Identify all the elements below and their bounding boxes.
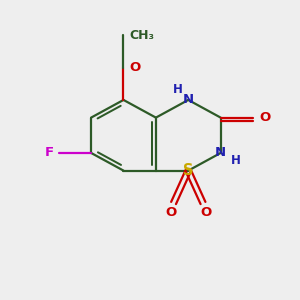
Text: H: H — [230, 154, 240, 167]
Text: O: O — [129, 61, 141, 74]
Text: H: H — [173, 83, 183, 96]
Text: N: N — [215, 146, 226, 159]
Text: F: F — [45, 146, 54, 159]
Text: O: O — [165, 206, 176, 219]
Text: CH₃: CH₃ — [129, 29, 155, 42]
Text: O: O — [259, 111, 270, 124]
Text: N: N — [183, 93, 194, 106]
Text: O: O — [200, 206, 211, 219]
Text: S: S — [183, 163, 194, 178]
